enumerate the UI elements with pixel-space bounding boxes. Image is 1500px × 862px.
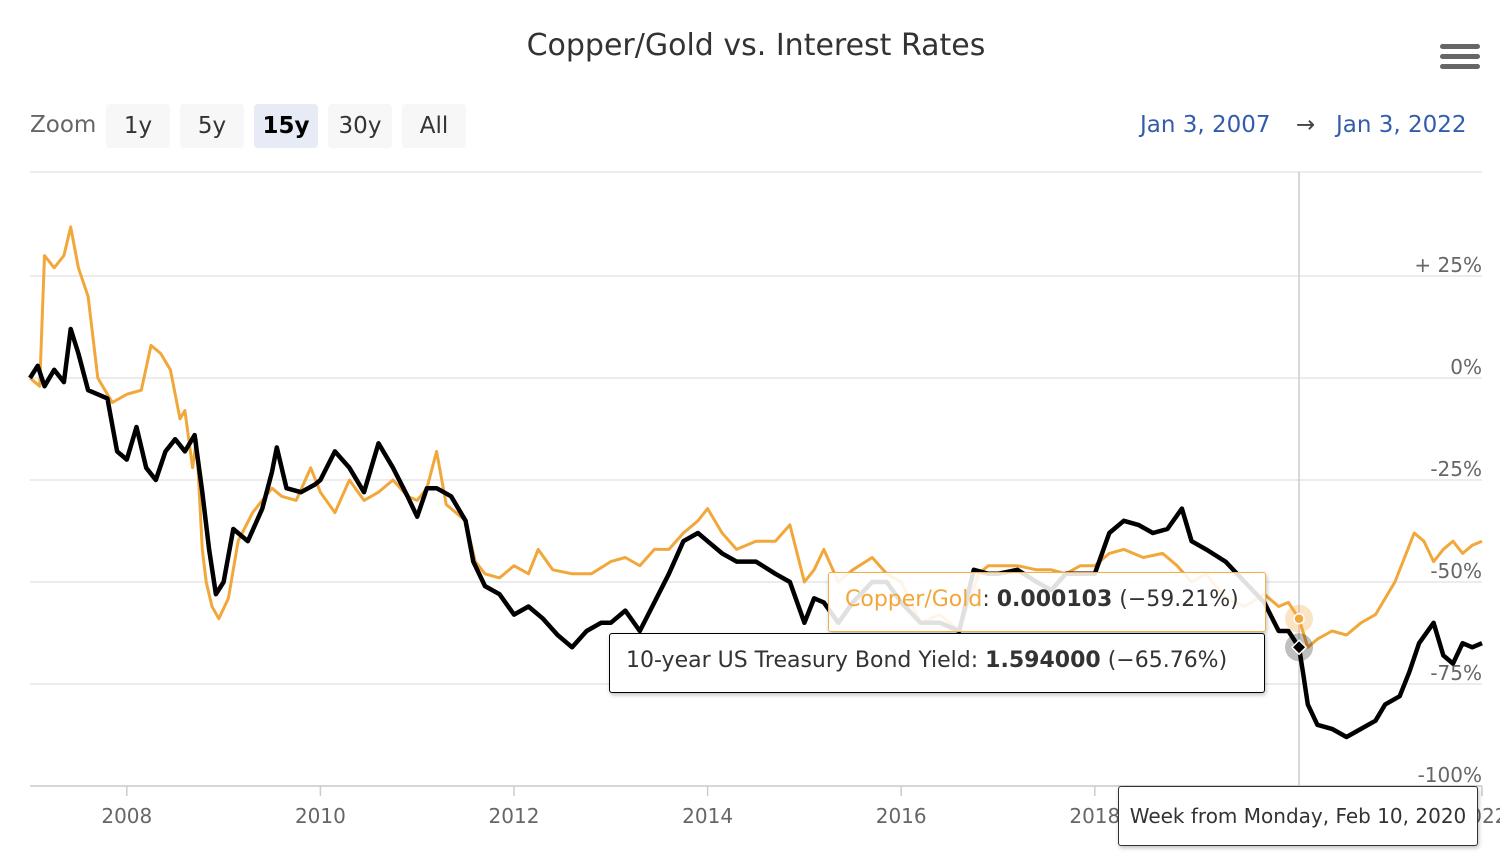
y-tick-label: 0%: [1450, 355, 1482, 379]
y-tick-label: -100%: [1418, 763, 1482, 787]
x-tick-label: 2010: [295, 804, 346, 828]
zoom-30y-button[interactable]: 30y: [328, 104, 392, 148]
tooltip-cg-name: Copper/Gold: [845, 587, 983, 612]
y-tick-label: -25%: [1430, 457, 1482, 481]
hover-markers: [1285, 604, 1314, 662]
range-from-input[interactable]: Jan 3, 2007: [1140, 112, 1271, 138]
tooltip-date: Week from Monday, Feb 10, 2020: [1118, 786, 1478, 846]
treasury-yield-line: [28, 326, 1483, 740]
x-tick-label: 2016: [876, 804, 927, 828]
series-lines: [28, 225, 1483, 740]
copper-gold-line: [29, 225, 1483, 649]
chart-title: Copper/Gold vs. Interest Rates: [526, 28, 986, 63]
tooltip-treasury: 10-year US Treasury Bond Yield: 1.594000…: [609, 633, 1265, 693]
tooltip-cg-value: 0.000103: [996, 587, 1113, 612]
hamburger-menu-icon[interactable]: [1440, 44, 1480, 78]
zoom-label: Zoom: [30, 112, 97, 138]
tooltip-copper-gold: Copper/Gold: 0.000103 (−59.21%): [828, 572, 1266, 632]
y-tick-label: + 25%: [1414, 253, 1482, 277]
zoom-15y-button[interactable]: 15y: [254, 104, 318, 148]
range-to-input[interactable]: Jan 3, 2022: [1336, 112, 1467, 138]
y-tick-label: -75%: [1430, 661, 1482, 685]
ty-hover-point: [1290, 639, 1308, 656]
x-tick-label: 2018: [1069, 804, 1120, 828]
tooltip-ty-name: 10-year US Treasury Bond Yield: [626, 648, 971, 673]
x-tick-label: 2008: [101, 804, 152, 828]
range-arrow: →: [1296, 112, 1316, 138]
y-tick-label: -50%: [1430, 559, 1482, 583]
cg-hover-point: [1293, 612, 1305, 625]
grid-lines: [30, 171, 1483, 796]
x-tick-label: 2014: [682, 804, 733, 828]
tooltip-cg-change: (−59.21%): [1119, 587, 1239, 612]
x-tick-label: 2012: [489, 804, 540, 828]
zoom-all-button[interactable]: All: [402, 104, 466, 148]
zoom-1y-button[interactable]: 1y: [106, 104, 170, 148]
tooltip-ty-value: 1.594000: [985, 648, 1101, 673]
tooltip-ty-change: (−65.76%): [1107, 648, 1228, 673]
y-axis-labels: + 25% 0% -25% -50% -75% -100%: [1414, 253, 1482, 787]
zoom-5y-button[interactable]: 5y: [180, 104, 244, 148]
